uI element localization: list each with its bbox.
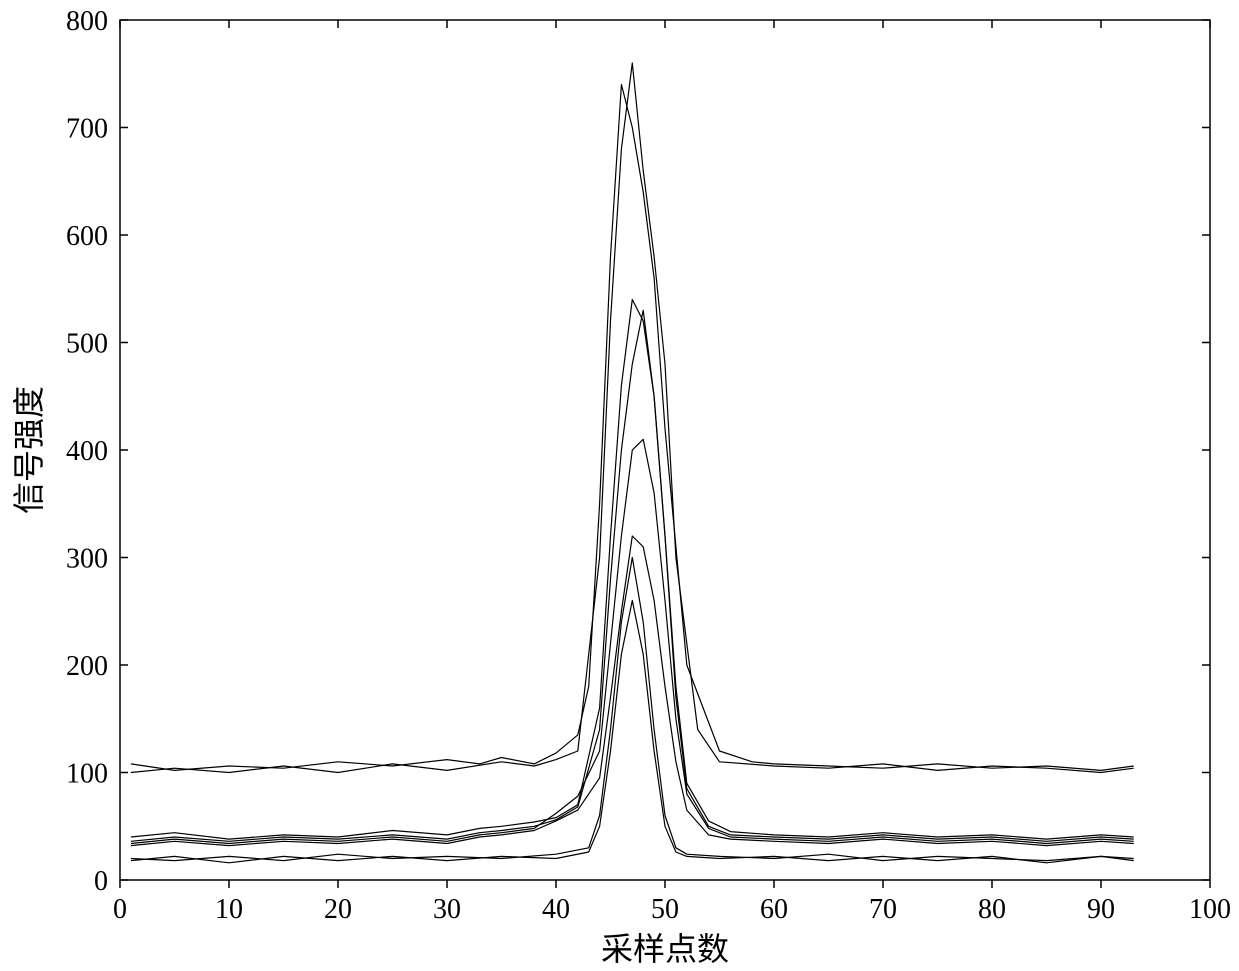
y-tick-label: 800	[66, 6, 108, 37]
line-chart: 0 10 20 30 40 50 60 70 80 90 100 0 100 200 300 400 500 60…	[0, 0, 1239, 971]
x-tick-label: 50	[651, 894, 679, 925]
y-tick-label: 700	[66, 114, 108, 145]
x-tick-label: 100	[1189, 894, 1231, 925]
x-tick-label: 10	[215, 894, 243, 925]
x-tick-label: 70	[869, 894, 897, 925]
x-tick-label: 20	[324, 894, 352, 925]
series-s8	[131, 601, 1134, 863]
y-tick-label: 0	[94, 866, 108, 897]
series-s3	[131, 300, 1134, 840]
series-s1	[131, 85, 1134, 771]
x-tick-label: 60	[760, 894, 788, 925]
y-tick-label: 300	[66, 544, 108, 575]
x-tick-label: 40	[542, 894, 570, 925]
x-tick-label: 0	[113, 894, 127, 925]
series-s2	[131, 63, 1134, 773]
y-tick-label: 200	[66, 651, 108, 682]
y-tick-label: 400	[66, 436, 108, 467]
x-tick-label: 80	[978, 894, 1006, 925]
plot-box	[120, 20, 1210, 880]
x-tick-label: 30	[433, 894, 461, 925]
x-tick-label: 90	[1087, 894, 1115, 925]
series-s5	[131, 439, 1134, 843]
y-axis-label: 信号强度	[11, 386, 47, 514]
y-tick-label: 500	[66, 329, 108, 360]
series-s6	[131, 536, 1134, 846]
chart-container: 0 10 20 30 40 50 60 70 80 90 100 0 100 200 300 400 500 60…	[0, 0, 1239, 971]
y-tick-label: 100	[66, 759, 108, 790]
x-axis-label: 采样点数	[601, 931, 729, 967]
y-tick-label: 600	[66, 221, 108, 252]
series-s4	[131, 310, 1134, 841]
